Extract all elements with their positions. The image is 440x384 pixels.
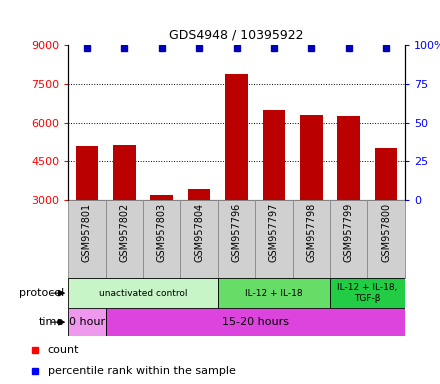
Bar <box>255 200 293 278</box>
Bar <box>293 200 330 278</box>
Bar <box>330 200 367 278</box>
Bar <box>68 200 106 278</box>
Bar <box>68 308 106 336</box>
Text: protocol: protocol <box>18 288 64 298</box>
Bar <box>367 200 405 278</box>
Text: GSM957803: GSM957803 <box>157 202 167 262</box>
Bar <box>375 149 397 200</box>
Bar <box>218 200 255 278</box>
Text: percentile rank within the sample: percentile rank within the sample <box>48 366 235 376</box>
Text: GSM957796: GSM957796 <box>231 202 242 262</box>
Bar <box>113 145 136 200</box>
Bar <box>263 110 285 200</box>
Text: 15-20 hours: 15-20 hours <box>222 317 289 327</box>
Bar <box>106 308 405 336</box>
Bar <box>150 195 173 200</box>
Text: GDS4948 / 10395922: GDS4948 / 10395922 <box>169 28 304 41</box>
Text: GSM957797: GSM957797 <box>269 202 279 262</box>
Bar <box>76 146 98 200</box>
Text: 0 hour: 0 hour <box>69 317 105 327</box>
Text: unactivated control: unactivated control <box>99 289 187 298</box>
Bar <box>188 189 210 200</box>
Bar <box>68 278 218 308</box>
Text: IL-12 + IL-18,
TGF-β: IL-12 + IL-18, TGF-β <box>337 283 398 303</box>
Text: GSM957802: GSM957802 <box>119 202 129 262</box>
Bar <box>218 278 330 308</box>
Text: GSM957798: GSM957798 <box>306 202 316 262</box>
Bar <box>143 200 180 278</box>
Bar <box>337 116 360 200</box>
Bar <box>330 278 405 308</box>
Text: GSM957799: GSM957799 <box>344 202 354 262</box>
Text: count: count <box>48 345 79 355</box>
Bar <box>300 115 323 200</box>
Text: GSM957801: GSM957801 <box>82 202 92 262</box>
Text: GSM957804: GSM957804 <box>194 202 204 262</box>
Bar <box>225 74 248 200</box>
Text: GSM957800: GSM957800 <box>381 202 391 262</box>
Text: time: time <box>39 317 64 327</box>
Bar <box>106 200 143 278</box>
Bar <box>180 200 218 278</box>
Text: IL-12 + IL-18: IL-12 + IL-18 <box>245 289 303 298</box>
